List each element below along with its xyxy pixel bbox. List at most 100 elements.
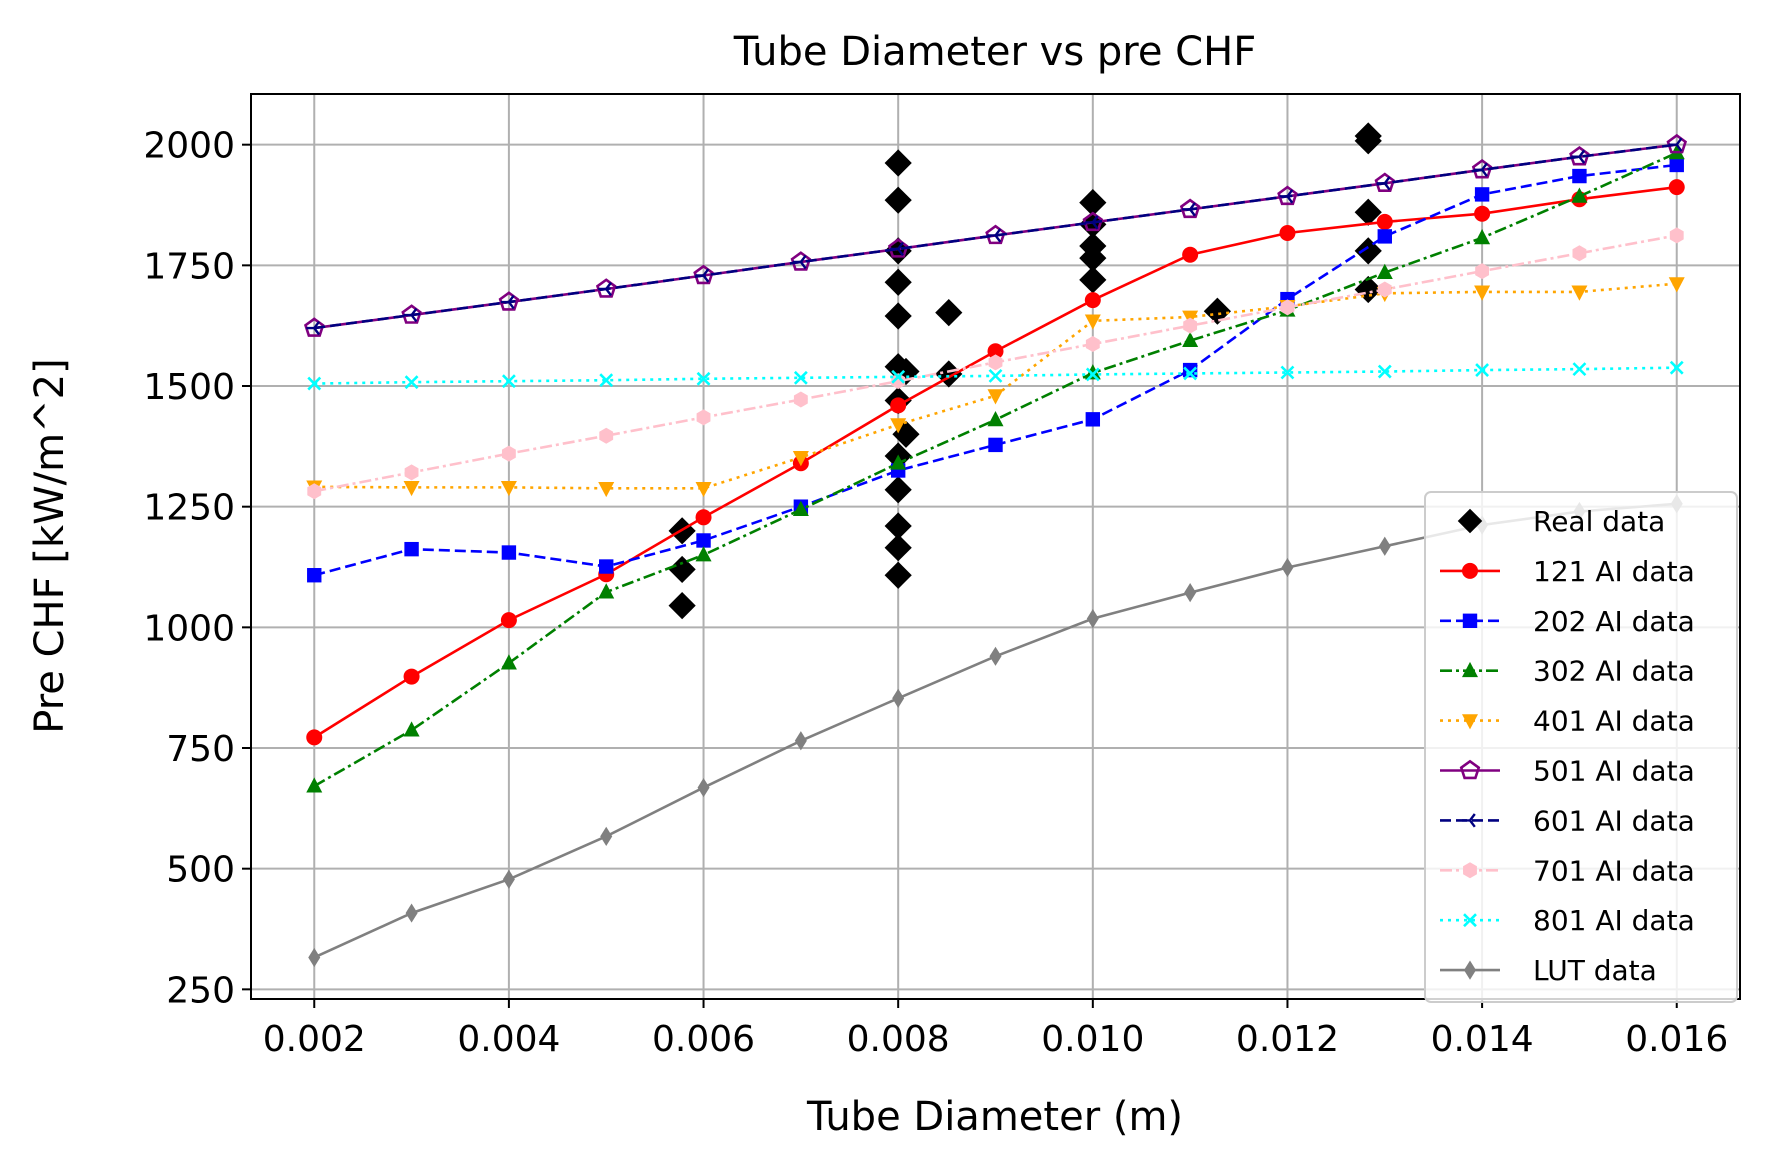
data-point: [890, 454, 907, 470]
data-point: [1669, 360, 1684, 375]
data-point: [306, 729, 323, 746]
legend-marker: [1462, 714, 1478, 730]
data-point: [1085, 367, 1100, 382]
legend-entry: 302 AI data: [1440, 655, 1695, 688]
data-point: [987, 389, 1004, 405]
data-point: [1084, 314, 1101, 330]
data-point: [502, 869, 515, 889]
data-point: [1569, 145, 1590, 166]
data-point: [1668, 137, 1683, 152]
data-point: [985, 224, 1006, 245]
legend-label: LUT data: [1533, 954, 1657, 987]
data-point: [599, 373, 614, 388]
data-point: [1182, 202, 1196, 217]
data-point: [1281, 557, 1294, 578]
data-point: [792, 254, 807, 270]
legend-marker: [1462, 613, 1478, 628]
real-data-point: [884, 476, 912, 504]
data-point: [1084, 215, 1099, 230]
real-data-point: [1079, 244, 1107, 272]
y-tick-label: 2000: [143, 126, 235, 167]
series-1: [306, 179, 1685, 746]
real-data-point: [1354, 275, 1382, 304]
y-tick-label: 1000: [143, 608, 235, 649]
data-point: [793, 391, 808, 408]
real-data-point: [884, 302, 912, 330]
data-point: [403, 721, 420, 737]
data-point: [697, 777, 710, 798]
real-data-point: [884, 268, 912, 296]
legend-label: 302 AI data: [1533, 655, 1695, 688]
data-point: [501, 545, 517, 560]
data-point: [1571, 149, 1586, 164]
x-tick-label: 0.002: [263, 1019, 366, 1060]
data-point: [693, 264, 714, 285]
real-data-point: [1354, 127, 1382, 155]
data-point: [987, 411, 1004, 427]
data-point: [987, 343, 1004, 360]
data-point: [892, 688, 905, 708]
data-point: [1084, 292, 1101, 309]
real-data-point: [1354, 237, 1382, 265]
data-point: [1085, 336, 1100, 353]
data-point: [695, 509, 712, 526]
legend-entry: 121 AI data: [1440, 555, 1695, 588]
real-data-point: [884, 149, 912, 177]
legend-label: 501 AI data: [1533, 755, 1695, 788]
real-data-point: [892, 420, 920, 448]
x-tick-label: 0.008: [847, 1019, 950, 1060]
axis-ticks: 0.002 0.004 0.006 0.008 0.010 0.012 0.014 0.016…: [143, 126, 1728, 1060]
y-tick-label: 750: [166, 729, 235, 770]
data-point: [792, 451, 809, 467]
legend-marker: [1459, 759, 1481, 780]
real-data-point: [935, 299, 963, 327]
data-point: [887, 238, 909, 258]
data-point: [308, 947, 321, 968]
data-point: [1179, 198, 1201, 219]
data-point: [598, 281, 612, 297]
real-data-point: [935, 360, 963, 388]
data-point: [890, 241, 904, 257]
x-tick-label: 0.006: [652, 1019, 755, 1060]
real-data-point: [1079, 266, 1107, 294]
y-tick-label: 250: [166, 970, 235, 1011]
data-point: [890, 418, 907, 434]
legend-marker: [1463, 862, 1477, 879]
data-point: [1474, 229, 1491, 245]
data-point: [598, 481, 615, 498]
data-point: [405, 903, 418, 923]
real-data-point: [668, 555, 696, 584]
data-point: [1378, 536, 1391, 556]
data-point: [1474, 187, 1490, 202]
data-point: [500, 480, 517, 497]
legend-marker: [1462, 562, 1478, 579]
data-point: [1277, 185, 1298, 206]
data-point: [595, 278, 617, 298]
y-tick-label: 1500: [143, 367, 235, 408]
data-point: [1474, 285, 1491, 301]
data-point: [790, 251, 812, 271]
legend-entry: 501 AI data: [1440, 755, 1695, 788]
data-point: [500, 612, 517, 629]
data-point: [988, 437, 1003, 453]
y-axis-label: Pre CHF [kW/m^2]: [27, 358, 73, 733]
legend-marker: [1463, 913, 1477, 928]
legend-entry: Real data: [1457, 505, 1665, 538]
data-point: [404, 375, 419, 390]
data-point: [401, 304, 422, 324]
data-point: [695, 481, 712, 498]
data-point: [598, 583, 615, 599]
data-point: [891, 373, 906, 390]
data-point: [501, 445, 516, 462]
data-point: [1669, 227, 1684, 244]
data-point: [891, 369, 906, 384]
data-point: [403, 307, 418, 323]
data-point: [1572, 168, 1587, 184]
real-data-point: [1354, 198, 1382, 226]
data-point: [303, 317, 325, 337]
data-point: [1376, 176, 1391, 191]
data-point: [989, 646, 1002, 666]
data-point: [988, 368, 1003, 383]
data-point: [1474, 205, 1491, 222]
